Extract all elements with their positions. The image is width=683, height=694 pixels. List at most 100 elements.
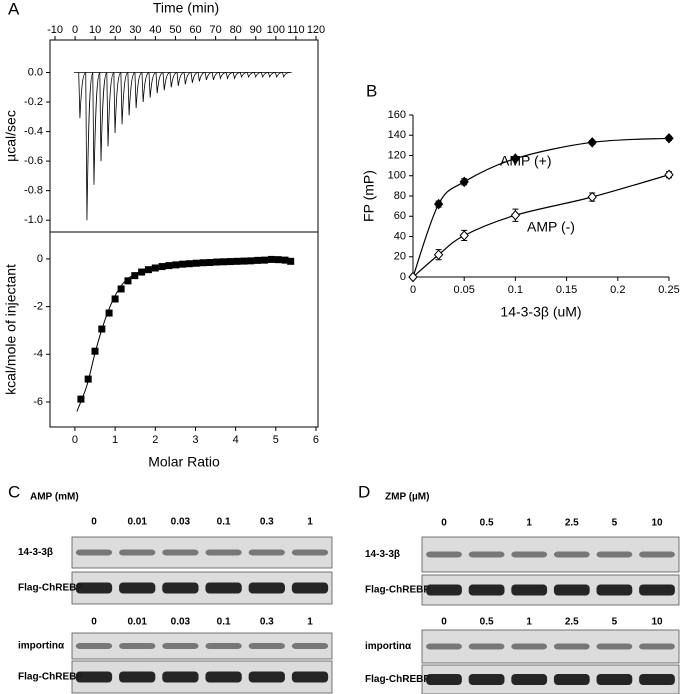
injection-peak (204, 72, 213, 80)
lane-label: 2.5 (565, 518, 579, 529)
injection-peak (99, 72, 108, 162)
blot-band (162, 643, 199, 649)
x-tick-label: 110 (287, 24, 305, 36)
x-tick-label: 5 (273, 434, 279, 446)
data-point (111, 295, 119, 303)
injection-peak (190, 72, 199, 83)
plot-frame (49, 231, 319, 428)
injection-peak (253, 72, 262, 79)
blot-strip (421, 664, 680, 694)
blot-band (248, 643, 285, 649)
x-tick-label: 4 (233, 434, 239, 446)
y-tick-label: 0 (400, 271, 406, 283)
injection-peak (134, 72, 143, 108)
data-point (240, 257, 248, 265)
lane-label: 1 (526, 518, 532, 529)
y-tick-label: 40 (394, 230, 406, 242)
data-point (459, 230, 469, 241)
data-point (261, 256, 269, 264)
injection-peak (127, 72, 136, 116)
y-tick-label: 120 (388, 149, 406, 161)
treatment-label: ZMP (µM) (385, 492, 429, 503)
data-point (233, 257, 241, 265)
x-tick-label: 70 (209, 24, 221, 36)
blot-strip (71, 632, 333, 660)
blot-band (291, 643, 329, 649)
y-tick-label: -0.4 (24, 125, 43, 137)
data-point (77, 395, 85, 403)
injection-peak (211, 72, 220, 80)
data-point (664, 133, 674, 144)
data-point (199, 259, 207, 267)
x-tick-label: 1 (112, 434, 118, 446)
injection-peak (225, 72, 234, 80)
injection-peak (162, 72, 171, 91)
x-tick-label: 0 (410, 284, 416, 296)
data-point (254, 256, 262, 264)
injection-peak (141, 72, 150, 103)
treatment-label: AMP (mM) (30, 492, 79, 503)
data-point (664, 169, 674, 180)
blot-band (119, 643, 156, 649)
data-point (281, 256, 289, 264)
blot-band (511, 674, 548, 685)
data-point (158, 263, 166, 271)
x-tick-label: 3 (192, 434, 198, 446)
blot-band (596, 584, 633, 596)
blot-band (248, 549, 285, 556)
blot-band (426, 584, 462, 596)
lane-label: 0 (441, 518, 447, 529)
lane-label: 1 (307, 517, 313, 528)
data-point (287, 257, 295, 265)
x-axis-title: Time (min) (153, 0, 219, 16)
blot-band (291, 549, 329, 556)
data-point (510, 153, 521, 164)
injection-peak (169, 72, 178, 88)
lane-label: 10 (651, 518, 663, 529)
x-axis-title: Molar Ratio (148, 454, 220, 470)
injection-peak (78, 72, 87, 119)
data-point (587, 191, 597, 203)
data-point (226, 258, 234, 266)
data-point (433, 249, 444, 260)
blot-band (553, 643, 590, 650)
lane-label: 0 (91, 517, 97, 528)
y-tick-label: 60 (394, 210, 406, 222)
row-label: 14-3-3β (18, 547, 53, 558)
blot-band (205, 671, 242, 683)
injection-peak (120, 72, 129, 125)
panel-letter: D (358, 482, 370, 501)
blot-band (162, 582, 199, 594)
lane-label: 2.5 (565, 617, 579, 628)
injection-peak (183, 72, 192, 85)
x-tick-label: 0.2 (610, 284, 625, 296)
y-tick-label: 100 (388, 170, 406, 182)
data-point (267, 255, 275, 263)
injection-peak (176, 72, 185, 86)
row-label: importinα (365, 641, 412, 652)
blot-strip (421, 574, 680, 606)
blot-band (468, 584, 505, 596)
blot-band (511, 551, 548, 558)
blot-strip (71, 660, 333, 694)
lane-label: 0.3 (260, 517, 274, 528)
blot-band (639, 551, 675, 558)
blot-band (248, 582, 285, 594)
blot-band (553, 674, 590, 685)
data-point (433, 198, 444, 210)
x-tick-label: 6 (313, 434, 319, 446)
blot-band (639, 584, 675, 596)
injection-peak (282, 72, 290, 79)
injection-peak (148, 72, 157, 98)
series-line (412, 137, 670, 278)
blot-band (426, 643, 462, 650)
series-label: AMP (-) (527, 219, 575, 235)
blot-band (553, 584, 590, 596)
blot-band (596, 551, 633, 558)
x-tick-label: 0.15 (556, 284, 577, 296)
y-tick-label: 160 (388, 109, 406, 121)
blot-band (426, 674, 462, 685)
data-point (408, 271, 418, 283)
lane-label: 0.3 (260, 617, 274, 628)
